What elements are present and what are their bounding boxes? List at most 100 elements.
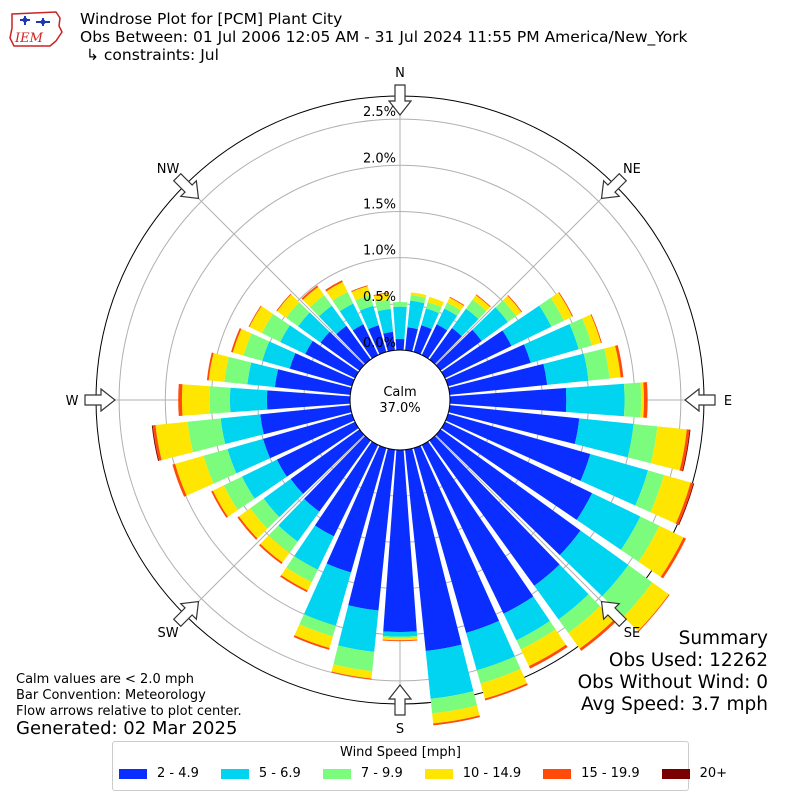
iem-logo: IEM [6, 8, 64, 50]
windrose-bar-segment [495, 300, 517, 323]
radial-tick-label: 2.0% [363, 151, 396, 166]
windrose-bar-segment [331, 671, 372, 680]
windrose-bar-segment [430, 691, 478, 714]
legend-label: 20+ [699, 766, 728, 781]
windrose-bar-segment [172, 463, 187, 497]
windrose-bar-segment [475, 294, 491, 308]
windrose-bar-segment [260, 535, 290, 563]
windrose-bar-segment [413, 325, 432, 355]
windrose-bar-segment [261, 313, 290, 342]
direction-label: E [724, 394, 732, 409]
windrose-bar-segment [429, 435, 560, 586]
windrose-bar-segment [579, 620, 616, 651]
windrose-bar-segment [232, 328, 252, 356]
radial-tick-label: 0.0% [363, 336, 396, 351]
obs-between-label: Obs Between: 01 Jul 2006 12:05 AM - 31 J… [80, 28, 688, 46]
windrose-bar-segment [604, 345, 621, 379]
legend: Wind Speed [mph] 2 - 4.9 5 - 6.9 7 - 9.9… [112, 741, 727, 791]
windrose-bar-segment [249, 306, 274, 334]
windrose-bar-segment [449, 387, 567, 413]
windrose-bar-segment [448, 405, 580, 445]
windrose-bar-segment [326, 281, 348, 301]
windrose-bar-segment [263, 479, 304, 518]
windrose-bar-segment [280, 325, 313, 355]
windrose-bar-segment [615, 345, 624, 378]
direction-label: W [66, 394, 79, 409]
windrose-bar-segment [480, 668, 528, 699]
windrose-bar-segment [259, 543, 283, 565]
windrose-bar-segment [395, 338, 405, 351]
windrose-bar-segment [382, 631, 418, 637]
legend-label: 7 - 9.9 [360, 766, 403, 781]
legend-items: 2 - 4.9 5 - 6.9 7 - 9.9 10 - 14.9 15 - 1… [119, 766, 749, 781]
windrose-bar-segment [325, 280, 343, 292]
windrose-bar-segment [304, 435, 371, 512]
windrose-bar-segment [155, 421, 193, 461]
windrose-bar-segment [280, 575, 308, 593]
flow-arrows-note: Flow arrows relative to plot center. [16, 704, 242, 719]
windrose-bar-segment [348, 448, 395, 611]
windrose-bar-segment [237, 516, 258, 540]
windrose-bar-segment [448, 363, 548, 395]
windrose-bar-segment [314, 441, 379, 537]
legend-swatch [543, 768, 572, 779]
legend-swatch [220, 768, 249, 779]
windrose-bar-segment [373, 292, 390, 296]
windrose-bar-segment [435, 429, 581, 556]
windrose-bar-segment [294, 525, 334, 570]
windrose-bar-segment [441, 330, 512, 379]
windrose-bar-segment [286, 302, 310, 327]
windrose-bar-segment [286, 556, 318, 583]
windrose-bar-segment [268, 525, 298, 553]
windrose-bar-segment [212, 485, 238, 517]
windrose-bar-segment [623, 382, 642, 418]
windrose-bar-segment [643, 382, 648, 418]
windrose-bar-segment [421, 324, 448, 359]
windrose-bar-segment [352, 324, 379, 359]
summary-title: Summary [678, 628, 768, 649]
legend-item: 5 - 6.9 [220, 766, 301, 781]
windrose-bar-segment [627, 423, 658, 464]
windrose-bar-segment [539, 297, 564, 327]
windrose-bar-segment [435, 329, 482, 371]
windrose-bar-segment [429, 328, 462, 365]
windrose-bar-segment [638, 594, 670, 632]
windrose-bar-segment [303, 563, 352, 626]
windrose-bar-segment [203, 448, 237, 484]
windrose-bar-segment [339, 303, 364, 331]
summary-panel: Summary Obs Used: 12262 Obs Without Wind… [578, 628, 768, 716]
windrose-bar-segment [576, 493, 641, 550]
windrose-bar-segment [309, 295, 332, 317]
radial-tick-label: 2.5% [363, 105, 396, 120]
windrose-bar-segment [650, 474, 691, 524]
windrose-bar-segment [466, 620, 515, 671]
legend-label: 2 - 4.9 [157, 766, 199, 781]
windrose-bar-segment [590, 314, 602, 343]
windrose-bar-segment [503, 596, 550, 641]
windrose-bar-segment [355, 295, 374, 311]
flow-arrow-icon [387, 684, 413, 716]
windrose-bar-segment [568, 606, 614, 649]
windrose-bar-segment [262, 341, 296, 369]
windrose-bar-segment [351, 285, 368, 293]
windrose-bar-segment [298, 312, 330, 343]
windrose-bar-segment [558, 594, 601, 633]
windrose-bar-segment [181, 384, 211, 416]
windrose-bar-segment [333, 645, 375, 672]
windrose-bar-segment [445, 413, 591, 481]
windrose-bar-segment [299, 614, 336, 637]
windrose-bar-segment [638, 525, 684, 577]
windrose-bar-segment [229, 387, 268, 413]
windrose-bar-segment [377, 308, 394, 334]
windrose-bar-segment [373, 293, 390, 303]
windrose-bar-segment [447, 297, 464, 311]
radial-tick-label: 1.5% [363, 197, 396, 212]
windrose-bar-segment [421, 308, 439, 330]
windrose-bar-segment [405, 448, 462, 651]
windrose-bar-segment [266, 390, 351, 410]
windrose-bar-segment [621, 516, 660, 562]
windrose-bar-segment [502, 305, 552, 346]
windrose-bar-segment [336, 325, 371, 365]
summary-avg-speed: Avg Speed: 3.7 mph [580, 694, 768, 715]
